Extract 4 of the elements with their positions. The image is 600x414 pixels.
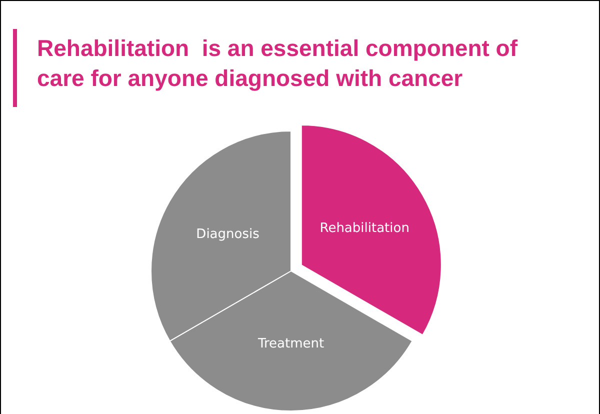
chart-title: Rehabilitation is an essential component of care for anyone diagnosed with cancer xyxy=(37,34,519,93)
slice-label: Diagnosis xyxy=(196,227,260,242)
slice-label: Treatment xyxy=(256,336,324,352)
slice-label: Rehabilitation xyxy=(320,220,410,236)
